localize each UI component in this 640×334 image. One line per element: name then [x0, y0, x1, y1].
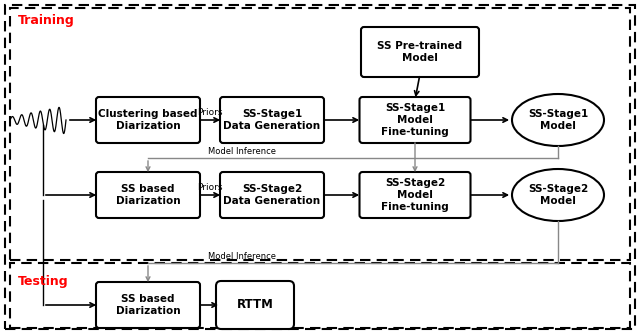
Ellipse shape [512, 169, 604, 221]
Text: Training: Training [18, 13, 75, 26]
Text: Testing: Testing [18, 276, 68, 289]
Text: SS-Stage1
Model: SS-Stage1 Model [528, 109, 588, 131]
FancyBboxPatch shape [361, 27, 479, 77]
Text: Priors: Priors [197, 108, 223, 117]
FancyBboxPatch shape [360, 172, 470, 218]
FancyBboxPatch shape [220, 97, 324, 143]
FancyBboxPatch shape [96, 97, 200, 143]
Text: SS-Stage1
Model
Fine-tuning: SS-Stage1 Model Fine-tuning [381, 104, 449, 137]
Text: RTTM: RTTM [237, 299, 273, 312]
Text: Clustering based
Diarization: Clustering based Diarization [99, 109, 198, 131]
FancyBboxPatch shape [216, 281, 294, 329]
Text: SS-Stage2
Data Generation: SS-Stage2 Data Generation [223, 184, 321, 206]
Text: SS-Stage2
Model: SS-Stage2 Model [528, 184, 588, 206]
Text: SS Pre-trained
Model: SS Pre-trained Model [378, 41, 463, 63]
Text: SS-Stage1
Data Generation: SS-Stage1 Data Generation [223, 109, 321, 131]
FancyBboxPatch shape [96, 172, 200, 218]
Text: Model Inference: Model Inference [208, 252, 276, 261]
FancyBboxPatch shape [220, 172, 324, 218]
Text: SS-Stage2
Model
Fine-tuning: SS-Stage2 Model Fine-tuning [381, 178, 449, 212]
Text: Priors: Priors [197, 183, 223, 192]
FancyBboxPatch shape [96, 282, 200, 328]
FancyBboxPatch shape [360, 97, 470, 143]
Ellipse shape [512, 94, 604, 146]
Text: SS based
Diarization: SS based Diarization [116, 294, 180, 316]
Text: SS based
Diarization: SS based Diarization [116, 184, 180, 206]
Text: Model Inference: Model Inference [208, 147, 276, 156]
